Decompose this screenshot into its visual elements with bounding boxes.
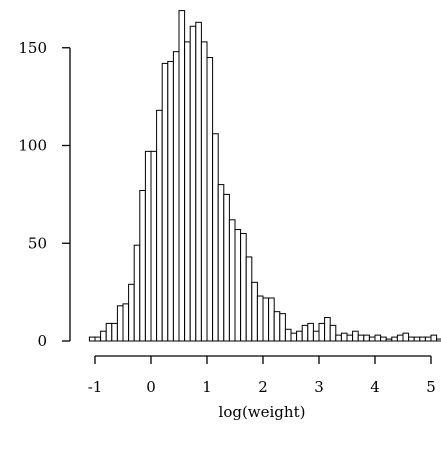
histogram-bar <box>88 336 96 342</box>
histogram-bar <box>402 332 410 342</box>
histogram-bar <box>346 334 354 342</box>
histogram-bar <box>335 334 342 342</box>
histogram-bar <box>430 334 438 342</box>
histogram-bar <box>139 189 146 342</box>
histogram-bar <box>122 303 130 342</box>
x-tick-label: 4 <box>370 378 380 396</box>
histogram-bar <box>178 10 186 342</box>
y-axis: 0 50 100 150 <box>18 39 71 350</box>
histogram-bar <box>340 332 348 342</box>
histogram-bar <box>167 60 174 342</box>
histogram-bar <box>223 193 230 342</box>
histogram-bar <box>385 338 393 342</box>
histogram-bar <box>212 133 219 342</box>
histogram-bar <box>240 232 247 342</box>
histogram-bar <box>268 297 275 342</box>
histogram-bar <box>357 334 365 342</box>
histogram-bar <box>363 334 370 342</box>
x-axis: -1 0 1 2 3 4 5 <box>88 355 436 396</box>
y-tick-label: 0 <box>37 332 47 350</box>
histogram-bar <box>290 332 298 342</box>
x-tick-label: 2 <box>258 378 268 396</box>
y-tick-label: 50 <box>28 234 47 252</box>
histogram-bar <box>424 336 432 342</box>
histogram-bar <box>251 281 258 342</box>
histogram-bar <box>105 322 113 342</box>
x-tick-label: -1 <box>88 378 103 396</box>
histogram-bar <box>391 336 398 342</box>
histogram-bar <box>156 109 163 342</box>
histogram-bar <box>374 334 382 342</box>
x-tick-label: 1 <box>202 378 212 396</box>
histogram-bar <box>234 229 242 342</box>
y-tick-label: 150 <box>18 39 47 57</box>
histogram-bar <box>324 317 331 342</box>
histogram-bar <box>100 330 107 342</box>
histogram-bar <box>396 334 404 342</box>
histogram-bar <box>200 41 208 342</box>
histogram-bar <box>368 336 376 342</box>
histogram-bar <box>380 336 387 342</box>
x-axis-label: log(weight) <box>219 403 306 421</box>
histogram-bar <box>329 324 337 342</box>
histogram-bar <box>419 336 426 342</box>
histogram-bar <box>307 322 314 342</box>
histogram-bar <box>256 295 264 342</box>
x-tick-label: 5 <box>426 378 436 396</box>
histogram-bar <box>172 51 180 342</box>
histogram-bar <box>312 330 320 342</box>
histogram-bar <box>133 244 141 342</box>
histogram-bar <box>301 324 309 342</box>
histogram-bar <box>279 313 286 342</box>
histogram-bar <box>408 336 415 342</box>
histogram-bar <box>273 311 281 342</box>
histogram-bar <box>413 336 421 342</box>
histogram-bar <box>318 322 326 342</box>
histogram-bar <box>228 219 236 342</box>
histogram-bar <box>111 322 118 342</box>
y-tick-label: 100 <box>18 137 47 155</box>
histogram-bar <box>161 62 169 342</box>
histogram-bar <box>184 41 191 342</box>
histogram-bar <box>352 330 359 342</box>
bars-layer <box>88 10 441 342</box>
histogram-bar <box>116 305 124 342</box>
histogram-bar <box>262 297 270 342</box>
histogram-bar <box>206 57 214 342</box>
histogram-bar <box>296 330 303 342</box>
histogram-bar <box>245 256 253 342</box>
histogram-bar <box>217 184 225 342</box>
histogram-bar <box>150 150 158 342</box>
histogram-bar <box>189 25 197 342</box>
histogram-bar <box>195 21 202 342</box>
histogram-bar <box>284 328 292 342</box>
x-tick-label: 0 <box>146 378 156 396</box>
histogram-bar <box>128 283 135 342</box>
x-tick-label: 3 <box>314 378 324 396</box>
histogram-bar <box>144 150 152 342</box>
histogram-bar <box>436 338 441 342</box>
histogram-bar <box>94 336 102 342</box>
